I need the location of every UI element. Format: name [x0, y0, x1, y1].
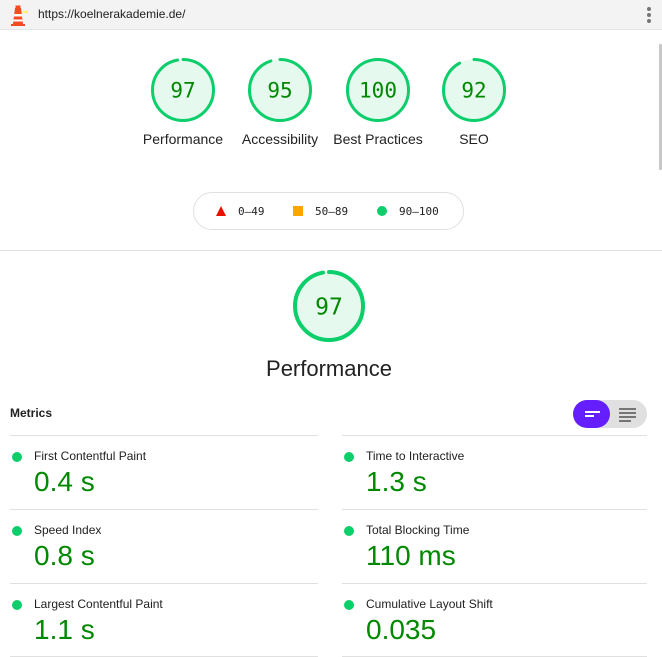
score-gauge-ring: 97	[151, 58, 215, 122]
metric-value: 110 ms	[366, 540, 456, 571]
legend-pass: 90–100	[399, 205, 439, 218]
more-options-icon[interactable]	[641, 4, 657, 26]
metric-first-contentful-paint: First Contentful Paint 0.4 s	[10, 436, 318, 509]
gauge-arc	[248, 58, 312, 122]
pass-circle-icon	[377, 206, 387, 216]
gauge-label: Performance	[142, 131, 224, 147]
metrics-heading: Metrics	[10, 406, 53, 420]
gauge-arc	[346, 58, 410, 122]
metric-value: 0.035	[366, 614, 437, 645]
metric-divider	[10, 509, 318, 510]
gauge-label: Accessibility	[241, 131, 319, 147]
gauge-accessibility[interactable]: 95 Accessibility	[230, 58, 330, 149]
metric-largest-contentful-paint: Largest Contentful Paint 1.1 s	[10, 584, 318, 656]
performance-title: Performance	[266, 356, 392, 381]
legend-fail: 0–49	[238, 205, 265, 218]
metric-name: Time to Interactive	[366, 449, 465, 463]
gauge-background	[443, 59, 505, 121]
score-legend: 0–49 50–89 90–100	[193, 192, 464, 230]
score-gauge-ring: 100	[346, 58, 410, 122]
average-square-icon	[293, 206, 303, 216]
legend-average: 50–89	[315, 205, 349, 218]
gauge-arc	[293, 270, 365, 342]
metric-speed-index: Speed Index 0.8 s	[10, 510, 318, 583]
metric-total-blocking-time: Total Blocking Time 110 ms	[342, 510, 647, 583]
gauge-performance[interactable]: 97 Performance	[133, 58, 233, 149]
metric-value: 0.8 s	[34, 540, 95, 571]
pass-circle-icon	[344, 600, 354, 610]
metrics-view-toggle	[573, 400, 647, 428]
metric-divider	[10, 435, 318, 436]
gauge-score: 100	[359, 79, 397, 103]
gauge-label: Best Practices	[333, 131, 423, 147]
score-gauge-ring: 92	[442, 58, 506, 122]
gauge-best-practices[interactable]: 100 Best Practices	[328, 58, 428, 149]
pass-circle-icon	[12, 452, 22, 462]
gauge-arc	[442, 58, 506, 122]
metric-divider	[342, 435, 647, 436]
metric-value: 1.3 s	[366, 466, 427, 497]
gauge-background	[152, 59, 214, 121]
gauge-label: SEO	[459, 131, 489, 147]
gauge-score: 97	[315, 294, 343, 320]
metric-name: Speed Index	[34, 523, 102, 537]
compact-view-icon[interactable]	[573, 400, 610, 428]
metric-divider	[10, 583, 318, 584]
pass-circle-icon	[12, 600, 22, 610]
score-gauge-ring: 95	[248, 58, 312, 122]
metric-time-to-interactive: Time to Interactive 1.3 s	[342, 436, 647, 509]
section-divider	[0, 250, 662, 251]
gauge-score: 95	[267, 79, 292, 103]
metric-name: First Contentful Paint	[34, 449, 147, 463]
gauge-background	[249, 59, 311, 121]
gauge-arc	[151, 58, 215, 122]
gauge-score: 92	[461, 79, 486, 103]
fail-triangle-icon	[216, 206, 226, 216]
metric-name: Cumulative Layout Shift	[366, 597, 493, 611]
gauge-background	[347, 59, 409, 121]
performance-gauge-large: 97	[279, 270, 379, 342]
metric-value: 1.1 s	[34, 614, 95, 645]
metric-divider	[342, 583, 647, 584]
metric-name: Total Blocking Time	[366, 523, 470, 537]
top-bar: https://koelnerakademie.de/	[0, 0, 662, 30]
metric-value: 0.4 s	[34, 466, 95, 497]
pass-circle-icon	[12, 526, 22, 536]
metric-cumulative-layout-shift: Cumulative Layout Shift 0.035	[342, 584, 647, 656]
pass-circle-icon	[344, 452, 354, 462]
metric-name: Largest Contentful Paint	[34, 597, 163, 611]
metric-divider	[342, 509, 647, 510]
gauge-background	[295, 272, 363, 340]
expanded-view-icon[interactable]	[610, 400, 647, 428]
lighthouse-logo-icon	[11, 5, 28, 26]
scrollbar[interactable]	[659, 44, 662, 170]
pass-circle-icon	[344, 526, 354, 536]
score-gauge-ring: 97	[293, 270, 365, 342]
url-text: https://koelnerakademie.de/	[38, 7, 186, 21]
gauge-seo[interactable]: 92 SEO	[424, 58, 524, 149]
gauge-score: 97	[170, 79, 195, 103]
